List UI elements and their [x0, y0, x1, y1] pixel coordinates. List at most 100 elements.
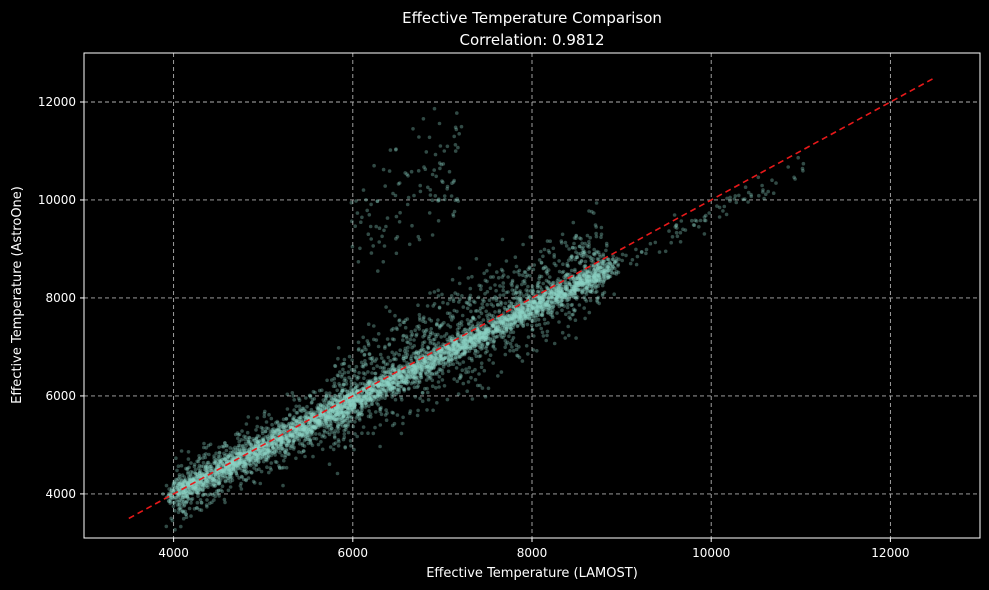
scatter-point: [488, 286, 493, 291]
scatter-point: [536, 308, 540, 312]
scatter-point: [584, 285, 589, 290]
scatter-point: [567, 280, 572, 285]
scatter-point: [574, 281, 579, 286]
scatter-point: [327, 417, 331, 421]
scatter-point: [412, 375, 416, 380]
scatter-point: [461, 336, 465, 341]
scatter-point: [557, 294, 562, 298]
scatter-point: [364, 398, 369, 402]
scatter-point: [528, 295, 532, 299]
scatter-point: [464, 335, 469, 339]
scatter-point: [200, 482, 205, 487]
scatter-point: [251, 479, 256, 484]
scatter-point: [503, 301, 508, 306]
scatter-point: [325, 378, 329, 383]
scatter-point: [518, 315, 522, 320]
scatter-point: [530, 300, 535, 305]
scatter-point: [501, 321, 506, 325]
scatter-point: [334, 398, 338, 402]
scatter-point: [595, 275, 599, 280]
scatter-point: [314, 424, 318, 429]
scatter-point: [226, 454, 231, 459]
scatter-point: [546, 295, 551, 300]
scatter-point: [185, 491, 190, 496]
scatter-point: [182, 491, 187, 495]
scatter-point: [532, 305, 536, 309]
scatter-point: [447, 348, 451, 353]
scatter-point: [511, 313, 515, 317]
scatter-point: [322, 407, 327, 411]
scatter-point: [403, 379, 408, 383]
scatter-point: [367, 409, 371, 413]
scatter-point: [324, 393, 329, 398]
scatter-point: [329, 416, 334, 420]
scatter-point: [410, 368, 414, 372]
scatter-point: [592, 274, 597, 278]
scatter-point: [406, 372, 410, 377]
scatter-point: [567, 290, 571, 295]
scatter-point: [597, 281, 602, 286]
scatter-point: [238, 458, 243, 463]
scatter-point: [511, 304, 515, 309]
scatter-point: [510, 304, 515, 309]
scatter-point: [286, 424, 291, 428]
scatter-point: [456, 392, 461, 396]
scatter-point: [228, 485, 233, 489]
scatter-point: [358, 394, 362, 398]
scatter-point: [572, 291, 577, 295]
scatter-point: [377, 392, 381, 397]
scatter-point: [218, 469, 222, 473]
scatter-point: [607, 274, 611, 278]
scatter-point: [377, 383, 382, 387]
scatter-point: [414, 369, 419, 374]
scatter-point: [503, 321, 508, 326]
scatter-point: [421, 367, 425, 372]
scatter-point: [582, 276, 587, 280]
scatter-point: [289, 425, 293, 430]
scatter-point: [487, 262, 492, 267]
scatter-point: [531, 267, 536, 272]
scatter-point: [429, 366, 434, 370]
scatter-point: [405, 317, 410, 321]
scatter-point: [597, 271, 601, 276]
scatter-point: [508, 348, 512, 353]
scatter-point: [563, 295, 567, 300]
scatter-point: [505, 322, 509, 327]
scatter-point: [345, 399, 349, 403]
scatter-point: [192, 507, 197, 511]
scatter-point: [228, 468, 233, 472]
scatter-point: [528, 303, 533, 308]
scatter-point: [606, 264, 610, 269]
scatter-point: [484, 336, 489, 340]
scatter-point: [391, 386, 395, 390]
scatter-point: [297, 404, 302, 409]
scatter-point: [227, 470, 231, 474]
scatter-point: [390, 374, 395, 379]
scatter-point: [299, 427, 303, 432]
scatter-point: [539, 249, 543, 254]
scatter-point: [596, 266, 600, 271]
scatter-point: [524, 308, 529, 313]
scatter-point: [313, 426, 317, 430]
scatter-point: [214, 465, 219, 470]
scatter-point: [590, 288, 594, 293]
scatter-point: [334, 410, 339, 415]
scatter-point: [272, 434, 276, 438]
scatter-point: [526, 352, 530, 356]
scatter-point: [284, 416, 289, 421]
scatter-point: [512, 313, 517, 318]
scatter-point: [449, 347, 453, 352]
scatter-point: [429, 367, 434, 371]
scatter-point: [272, 447, 277, 452]
scatter-point: [330, 402, 334, 406]
scatter-point: [498, 333, 503, 337]
scatter-point: [284, 437, 288, 441]
scatter-point: [488, 328, 493, 333]
scatter-point: [587, 278, 592, 283]
scatter-point: [388, 387, 393, 392]
scatter-point: [380, 390, 384, 394]
scatter-point: [386, 381, 390, 386]
scatter-point: [549, 296, 553, 301]
scatter-point: [382, 370, 387, 375]
scatter-point: [597, 252, 602, 257]
